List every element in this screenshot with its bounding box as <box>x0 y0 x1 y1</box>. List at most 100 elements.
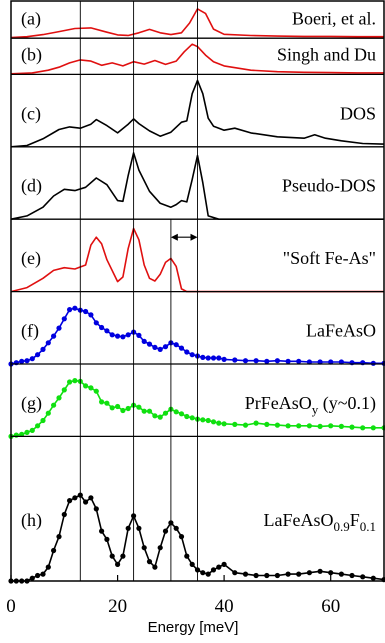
data-point <box>210 355 217 361</box>
data-point <box>178 345 185 351</box>
panel-c <box>10 79 385 148</box>
data-point <box>99 324 105 331</box>
panel-label: PrFeAsOy (y~0.1) <box>245 393 376 417</box>
data-point <box>19 431 25 437</box>
panel-label: Singh and Du <box>277 45 376 65</box>
data-point <box>136 332 142 338</box>
data-point <box>200 570 206 576</box>
data-point <box>200 417 206 423</box>
data-point <box>189 415 195 421</box>
data-point <box>104 400 110 406</box>
data-point <box>264 572 270 579</box>
data-point <box>120 553 126 559</box>
data-point <box>242 422 249 428</box>
data-point <box>125 525 131 531</box>
data-point <box>29 427 35 433</box>
data-point <box>296 358 302 364</box>
data-point <box>285 358 291 364</box>
data-point <box>328 359 334 365</box>
data-point <box>125 332 131 338</box>
data-point <box>83 499 89 505</box>
data-point <box>56 395 62 401</box>
data-point <box>24 358 30 364</box>
data-point <box>88 385 94 391</box>
data-point <box>242 571 249 577</box>
data-point <box>338 571 344 577</box>
data-point <box>306 570 312 576</box>
data-point <box>162 410 169 416</box>
panel-tag: (a) <box>21 8 41 29</box>
x-axis-label: Energy [meV] <box>148 619 239 636</box>
data-point <box>40 417 46 424</box>
data-point <box>125 405 131 412</box>
data-point <box>221 421 227 427</box>
data-point <box>184 349 190 355</box>
series-line <box>10 227 384 293</box>
data-point <box>83 383 89 389</box>
data-point <box>253 358 259 364</box>
data-point <box>285 423 291 429</box>
data-point <box>189 561 195 568</box>
data-point <box>141 408 147 414</box>
data-point <box>157 414 163 420</box>
data-point <box>285 571 291 577</box>
data-point <box>115 561 121 568</box>
data-point <box>67 379 73 385</box>
panel-tag: (d) <box>21 176 42 197</box>
data-point <box>349 424 355 430</box>
data-point <box>109 553 115 559</box>
panel-tag: (e) <box>21 248 41 269</box>
panel-label: "Soft Fe-As" <box>283 248 376 268</box>
data-point <box>146 559 153 565</box>
data-point <box>317 568 323 574</box>
data-point <box>136 404 142 410</box>
data-point <box>200 354 206 360</box>
data-point <box>210 567 217 573</box>
data-point <box>173 525 179 531</box>
data-point <box>146 408 153 414</box>
data-point <box>40 571 46 577</box>
x-tick-label: 40 <box>215 596 234 617</box>
panel-d <box>10 152 384 220</box>
data-point <box>40 346 46 352</box>
data-point <box>274 358 280 364</box>
data-point <box>306 359 312 365</box>
data-point <box>61 511 67 518</box>
data-point <box>67 498 73 504</box>
data-point <box>338 359 344 365</box>
data-point <box>189 352 195 358</box>
series-line <box>10 43 384 75</box>
data-point <box>72 378 78 384</box>
data-point <box>173 409 179 415</box>
data-point <box>152 564 158 570</box>
data-point <box>99 399 105 405</box>
data-point <box>51 402 57 408</box>
data-point <box>115 403 121 410</box>
data-point <box>88 312 94 318</box>
data-point <box>216 564 222 570</box>
data-point <box>56 534 62 540</box>
data-point <box>232 570 238 576</box>
panel-label: Boeri, et al. <box>292 8 376 28</box>
data-point <box>264 421 270 427</box>
data-point <box>61 316 67 322</box>
data-point <box>157 346 163 352</box>
data-point <box>152 344 158 350</box>
data-point <box>178 534 185 540</box>
data-point <box>72 495 78 501</box>
data-point <box>317 423 323 429</box>
data-point <box>216 420 222 426</box>
data-point <box>35 423 41 429</box>
data-point <box>35 352 41 358</box>
data-point <box>338 423 344 429</box>
panel-label: LaFeAsO0.9F0.1 <box>263 510 376 534</box>
data-point <box>328 423 334 429</box>
panel-tag: (b) <box>21 45 42 66</box>
data-point <box>56 325 62 331</box>
data-point <box>35 572 41 579</box>
panel-label: Pseudo-DOS <box>282 176 376 196</box>
data-point <box>67 307 73 313</box>
data-point <box>349 572 355 579</box>
panel-label: DOS <box>340 103 376 123</box>
